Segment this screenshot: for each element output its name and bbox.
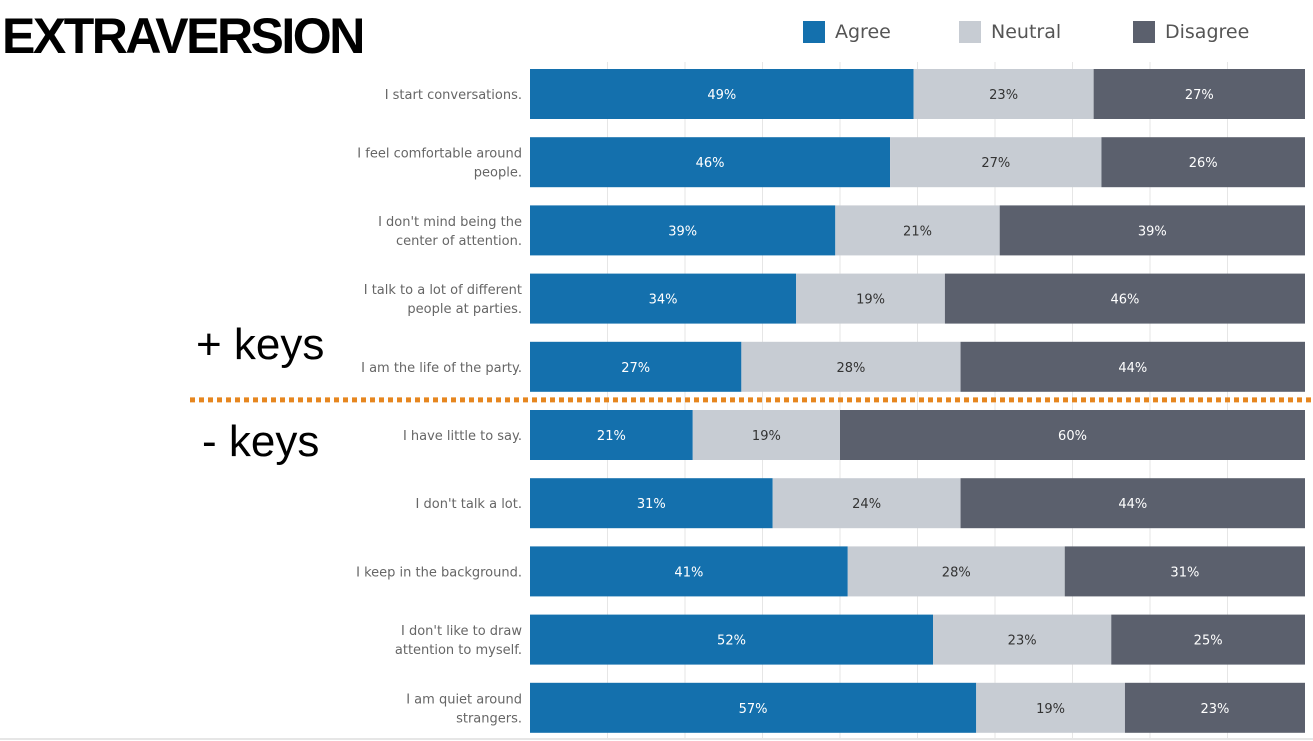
- bar-agree: [530, 137, 891, 188]
- legend-swatch-neutral: [959, 21, 981, 43]
- bar-neutral: [741, 341, 961, 392]
- data-label-agree: 49%: [707, 88, 736, 103]
- bar-disagree: [840, 410, 1305, 460]
- bar-neutral: [692, 410, 840, 460]
- bar-disagree: [1124, 682, 1305, 733]
- category-label: I don't like to draw attention to myself.: [395, 624, 522, 658]
- data-label-disagree: 27%: [1185, 88, 1214, 103]
- bar-agree: [530, 614, 933, 665]
- data-label-neutral: 28%: [942, 565, 971, 580]
- legend-item-disagree: Disagree: [1133, 20, 1249, 44]
- data-label-disagree: 25%: [1194, 634, 1223, 649]
- data-label-neutral: 19%: [856, 293, 885, 308]
- data-label-disagree: 39%: [1138, 224, 1167, 239]
- bar-agree: [530, 341, 742, 392]
- bar-agree: [530, 546, 848, 597]
- category-label: I have little to say.: [403, 429, 522, 444]
- data-label-neutral: 27%: [981, 156, 1010, 171]
- data-label-neutral: 21%: [903, 224, 932, 239]
- bar-neutral: [772, 478, 961, 529]
- data-label-agree: 57%: [739, 702, 768, 717]
- plus-keys-label: + keys: [196, 320, 325, 369]
- bar-agree: [530, 410, 693, 460]
- minus-keys-label: - keys: [202, 417, 320, 466]
- data-label-agree: 21%: [597, 429, 626, 444]
- bar-neutral: [976, 682, 1125, 733]
- data-label-agree: 39%: [668, 224, 697, 239]
- category-label: I start conversations.: [385, 88, 522, 103]
- bar-neutral: [933, 614, 1112, 665]
- bar-disagree: [944, 273, 1305, 324]
- data-label-agree: 46%: [696, 156, 725, 171]
- category-label: I feel comfortable around people.: [357, 147, 522, 181]
- bar-neutral: [796, 273, 945, 324]
- data-label-agree: 52%: [717, 634, 746, 649]
- data-label-neutral: 19%: [1036, 702, 1065, 717]
- data-label-neutral: 24%: [852, 497, 881, 512]
- bar-disagree: [960, 341, 1305, 392]
- page-title: EXTRAVERSION: [2, 8, 365, 64]
- legend-label-neutral: Neutral: [991, 21, 1062, 43]
- bar-agree: [530, 69, 914, 119]
- bar-disagree: [1111, 614, 1305, 665]
- category-label: I am quiet around strangers.: [406, 692, 522, 726]
- data-label-agree: 31%: [637, 497, 666, 512]
- category-label: I don't talk a lot.: [416, 497, 522, 512]
- data-label-neutral: 23%: [989, 88, 1018, 103]
- data-label-agree: 27%: [621, 361, 650, 376]
- category-label: I am the life of the party.: [361, 361, 522, 376]
- data-label-disagree: 31%: [1170, 565, 1199, 580]
- legend-item-agree: Agree: [803, 20, 891, 44]
- data-label-agree: 34%: [649, 293, 678, 308]
- bar-neutral: [835, 205, 1000, 256]
- data-label-agree: 41%: [674, 565, 703, 580]
- data-label-disagree: 23%: [1201, 702, 1230, 717]
- category-label: I don't mind being the center of attentio…: [378, 215, 522, 249]
- bar-neutral: [913, 69, 1094, 119]
- data-label-disagree: 46%: [1110, 293, 1139, 308]
- category-label: I keep in the background.: [356, 565, 522, 580]
- bar-neutral: [890, 137, 1102, 188]
- bar-disagree: [1064, 546, 1305, 597]
- legend-label-agree: Agree: [835, 21, 891, 43]
- bar-disagree: [1101, 137, 1305, 188]
- bar-agree: [530, 682, 977, 733]
- legend-item-neutral: Neutral: [959, 20, 1061, 44]
- data-label-neutral: 28%: [837, 361, 866, 376]
- bar-neutral: [847, 546, 1065, 597]
- legend-swatch-agree: [803, 21, 825, 43]
- legend-swatch-disagree: [1133, 21, 1155, 43]
- bar-agree: [530, 205, 836, 256]
- category-label: I talk to a lot of different people at pa…: [364, 283, 522, 317]
- bar-agree: [530, 273, 797, 324]
- chart-legend: Agree Neutral Disagree: [0, 20, 1313, 44]
- data-label-disagree: 44%: [1118, 497, 1147, 512]
- data-label-disagree: 44%: [1118, 361, 1147, 376]
- data-label-disagree: 26%: [1189, 156, 1218, 171]
- data-label-disagree: 60%: [1058, 429, 1087, 444]
- data-label-neutral: 19%: [752, 429, 781, 444]
- legend-label-disagree: Disagree: [1165, 21, 1250, 43]
- bar-disagree: [999, 205, 1305, 256]
- data-label-neutral: 23%: [1008, 634, 1037, 649]
- bar-disagree: [960, 478, 1305, 529]
- bar-disagree: [1093, 69, 1305, 119]
- bar-agree: [530, 478, 773, 529]
